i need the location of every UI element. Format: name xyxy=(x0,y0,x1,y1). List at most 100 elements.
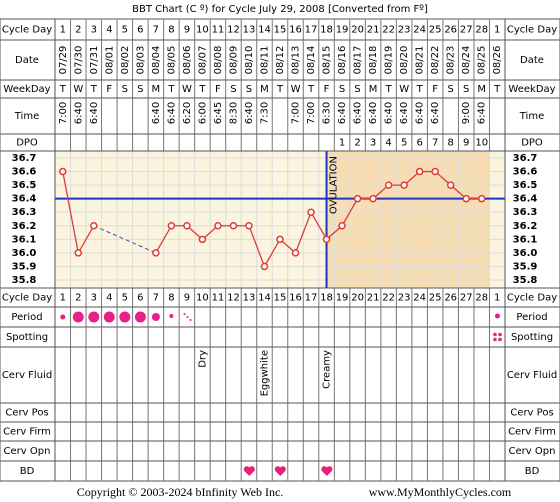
cell-text: S xyxy=(339,84,345,95)
cell-text: 27 xyxy=(460,293,473,304)
temperature-point xyxy=(152,249,160,257)
row-label: Cycle Day xyxy=(507,25,557,36)
cell-text: S xyxy=(122,84,128,95)
cell-text: 6:40 xyxy=(368,102,379,124)
cell-text: 8:30 xyxy=(228,102,239,124)
cell-text: M xyxy=(477,84,486,95)
bd-marks xyxy=(243,466,333,476)
y-tick-label: 36.7 xyxy=(513,153,538,164)
cell-text: S xyxy=(463,84,469,95)
y-tick-label: 36.1 xyxy=(12,234,37,245)
temperature-point xyxy=(229,222,238,230)
y-tick-label: 35.8 xyxy=(513,275,538,286)
cell-text: 26 xyxy=(444,293,457,304)
cell-text: 8 xyxy=(168,293,174,304)
cell-text: 08/21 xyxy=(415,46,426,75)
temperature-point xyxy=(167,222,176,230)
cell-text: 08/18 xyxy=(368,46,379,75)
cell-text: 08/12 xyxy=(275,46,286,75)
temperature-point xyxy=(446,181,455,189)
cell-text: 6:40 xyxy=(430,102,441,124)
cell-text: 19 xyxy=(336,293,349,304)
period-dot xyxy=(169,314,174,318)
cell-text: 6:40 xyxy=(384,102,395,124)
cell-text: 7:00 xyxy=(306,102,317,124)
cell-text: 4 xyxy=(106,25,112,36)
temperature-point xyxy=(307,208,315,216)
y-tick-label: 36.2 xyxy=(513,221,538,232)
cell-text: 25 xyxy=(429,293,442,304)
cell-text: 08/20 xyxy=(399,46,410,75)
cell-text: 08/02 xyxy=(120,46,131,75)
row-label: Cerv Firm xyxy=(3,427,51,438)
cell-text: 2 xyxy=(75,293,81,304)
cell-text: 1 xyxy=(60,25,66,36)
row-label: Time xyxy=(519,111,544,122)
cell-text: 23 xyxy=(398,293,411,304)
follicular-bg xyxy=(55,151,327,288)
ovulation-label: OVULATION xyxy=(329,156,340,214)
cell-text: 11 xyxy=(212,293,225,304)
cell-text: T xyxy=(167,84,175,95)
cell-text: 7 xyxy=(432,138,438,149)
cell-text: 16 xyxy=(289,25,302,36)
row-label: Date xyxy=(15,55,39,66)
cell-text: 9 xyxy=(463,138,469,149)
cell-text: S xyxy=(246,84,252,95)
cell-text: 08/22 xyxy=(430,46,441,75)
cell-text: 6:40 xyxy=(399,102,410,124)
cell-text: 8 xyxy=(448,138,454,149)
cell-text: 18 xyxy=(320,293,333,304)
cell-text: 1 xyxy=(339,138,345,149)
y-tick-label: 36.5 xyxy=(513,180,538,191)
period-dot xyxy=(495,313,500,319)
cell-text: M xyxy=(152,84,161,95)
cell-text: 5 xyxy=(401,138,407,149)
period-dot xyxy=(103,311,115,323)
y-tick-label: 36.7 xyxy=(12,153,37,164)
temperature-point xyxy=(400,181,408,189)
cell-text: 20 xyxy=(351,25,364,36)
cell-text: 08/08 xyxy=(213,46,224,75)
cell-text: 15 xyxy=(274,293,287,304)
cell-text: F xyxy=(432,84,438,95)
row-label: Date xyxy=(520,55,544,66)
row-label: DPO xyxy=(16,138,38,149)
cell-text: T xyxy=(307,84,315,95)
cell-text: 28 xyxy=(475,25,488,36)
spotting-dot xyxy=(493,337,497,342)
cell-text: M xyxy=(260,84,269,95)
y-tick-label: 36.2 xyxy=(12,221,37,232)
cell-text: 08/09 xyxy=(228,46,239,75)
cell-text: 08/13 xyxy=(291,46,302,75)
cell-text: T xyxy=(59,84,67,95)
row-label: Cerv Fluid xyxy=(507,370,557,381)
cell-text: 08/06 xyxy=(182,46,193,75)
y-tick-label: 36.4 xyxy=(12,194,37,205)
cell-text: 27 xyxy=(460,25,473,36)
cell-text: 3 xyxy=(91,25,97,36)
temperature-point xyxy=(338,222,346,230)
cell-text: T xyxy=(416,84,424,95)
spotting-dot xyxy=(498,332,502,337)
cell-text: 08/05 xyxy=(166,46,177,75)
cell-text: 20 xyxy=(351,293,364,304)
cell-text: 24 xyxy=(413,25,426,36)
cell-text: 17 xyxy=(305,293,318,304)
cell-text: 3 xyxy=(91,293,97,304)
cell-text: M xyxy=(369,84,378,95)
cell-text: 18 xyxy=(320,25,333,36)
cell-text: 6:40 xyxy=(477,102,488,124)
y-tick-label: 36.5 xyxy=(12,180,37,191)
temperature-point xyxy=(260,262,269,271)
cell-text: 11 xyxy=(212,25,225,36)
cell-text: 12 xyxy=(227,25,240,36)
temperature-point xyxy=(477,194,486,203)
temperature-point xyxy=(214,222,222,230)
row-label: WeekDay xyxy=(3,84,50,95)
temperature-point xyxy=(431,167,439,176)
cell-text: 6 xyxy=(137,293,143,304)
cell-text: 07/30 xyxy=(73,46,84,75)
cell-text: T xyxy=(493,84,501,95)
temperature-point xyxy=(198,235,207,244)
